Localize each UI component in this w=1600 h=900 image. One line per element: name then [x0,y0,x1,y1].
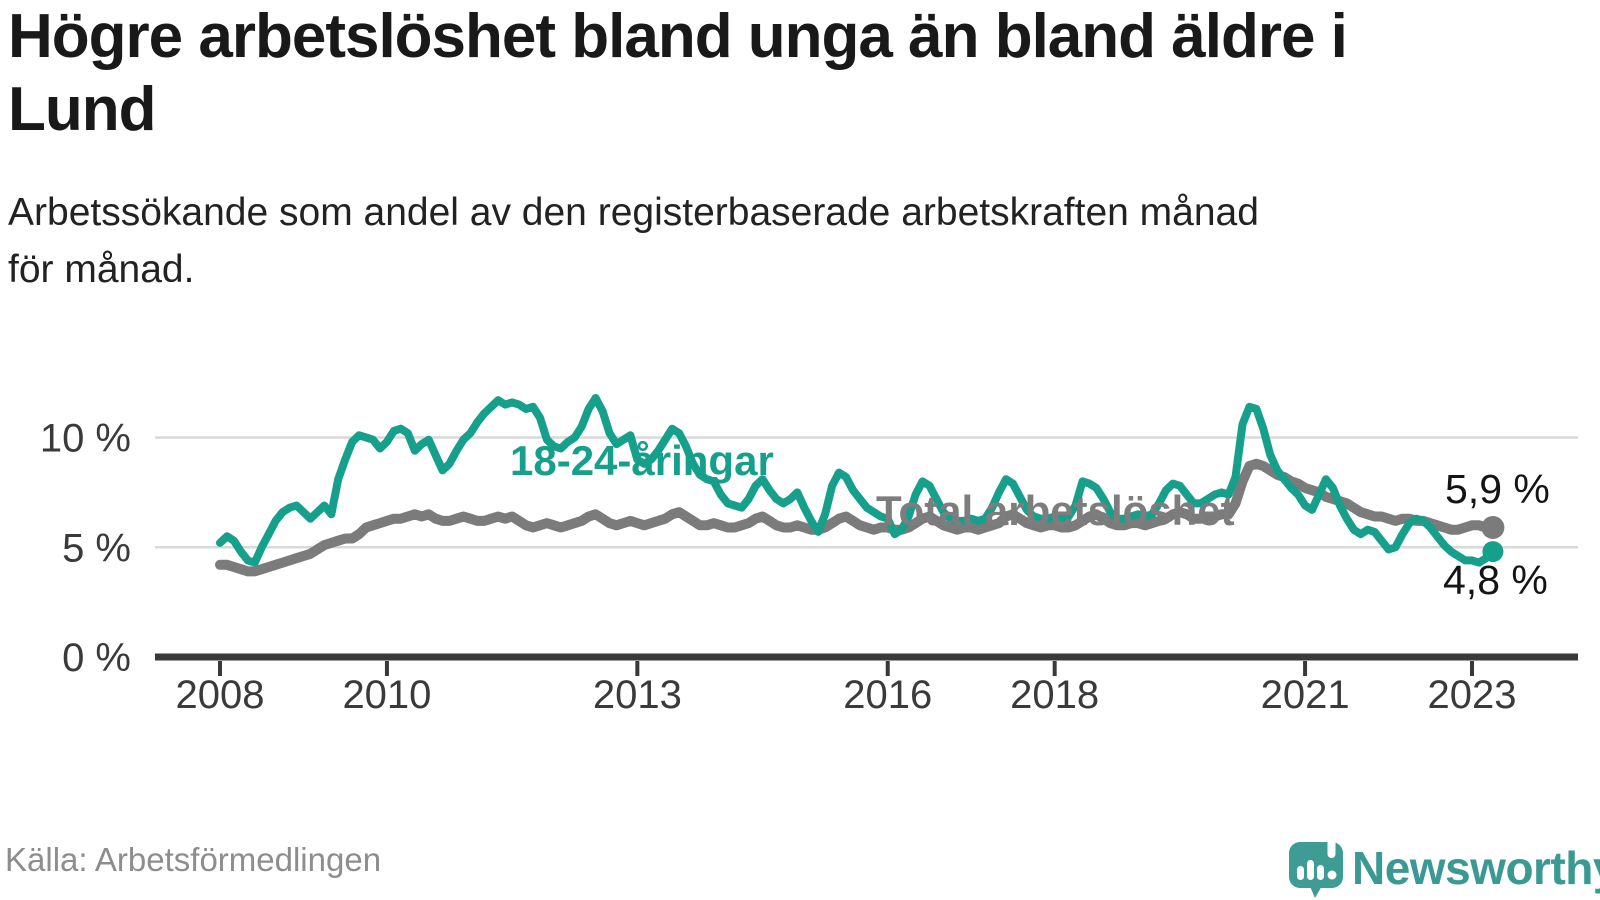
x-tick-label-2016: 2016 [843,673,932,717]
logo-exclamation-dot [1327,870,1337,880]
x-tick-label-2018: 2018 [1010,673,1099,717]
logo-exclamation-bar [1327,832,1336,858]
newsworthy-logo [1289,832,1343,898]
headline-line-2: Lund [8,75,156,144]
end-dot-youth [1482,541,1504,563]
y-tick-label-0: 0 % [62,636,131,680]
logo-bar-3 [1317,865,1324,880]
end-value-label-total: 5,9 % [1445,466,1550,512]
logo-bubble-tail [1309,884,1323,898]
x-tick-label-2021: 2021 [1261,673,1350,717]
end-dot-total [1481,516,1505,539]
end-value-label-youth: 4,8 % [1443,557,1548,603]
subtitle-line-2: för månad. [8,248,195,291]
series-label-youth: 18-24-åringar [510,437,774,484]
x-tick-label-2010: 2010 [342,673,431,717]
newsworthy-logo-icon [1289,832,1343,898]
series-label-total: Total arbetslöshet [876,487,1235,534]
x-tick-label-2008: 2008 [176,673,265,717]
y-tick-label-10: 10 % [40,417,131,461]
logo-bar-1 [1297,866,1304,880]
headline-line-1: Högre arbetslöshet bland unga än bland ä… [8,2,1348,71]
source-note: Källa: Arbetsförmedlingen [5,841,382,878]
newsworthy-logo-text: Newsworthy [1352,842,1600,894]
x-tick-label-2023: 2023 [1428,673,1517,717]
x-tick-label-2013: 2013 [593,673,682,717]
subtitle-line-1: Arbetssökande som andel av den registerb… [8,191,1259,234]
logo-bar-2 [1307,860,1314,880]
series-line-total [215,458,1498,577]
y-tick-label-5: 5 % [62,526,131,570]
series-line-youth [216,394,1497,567]
